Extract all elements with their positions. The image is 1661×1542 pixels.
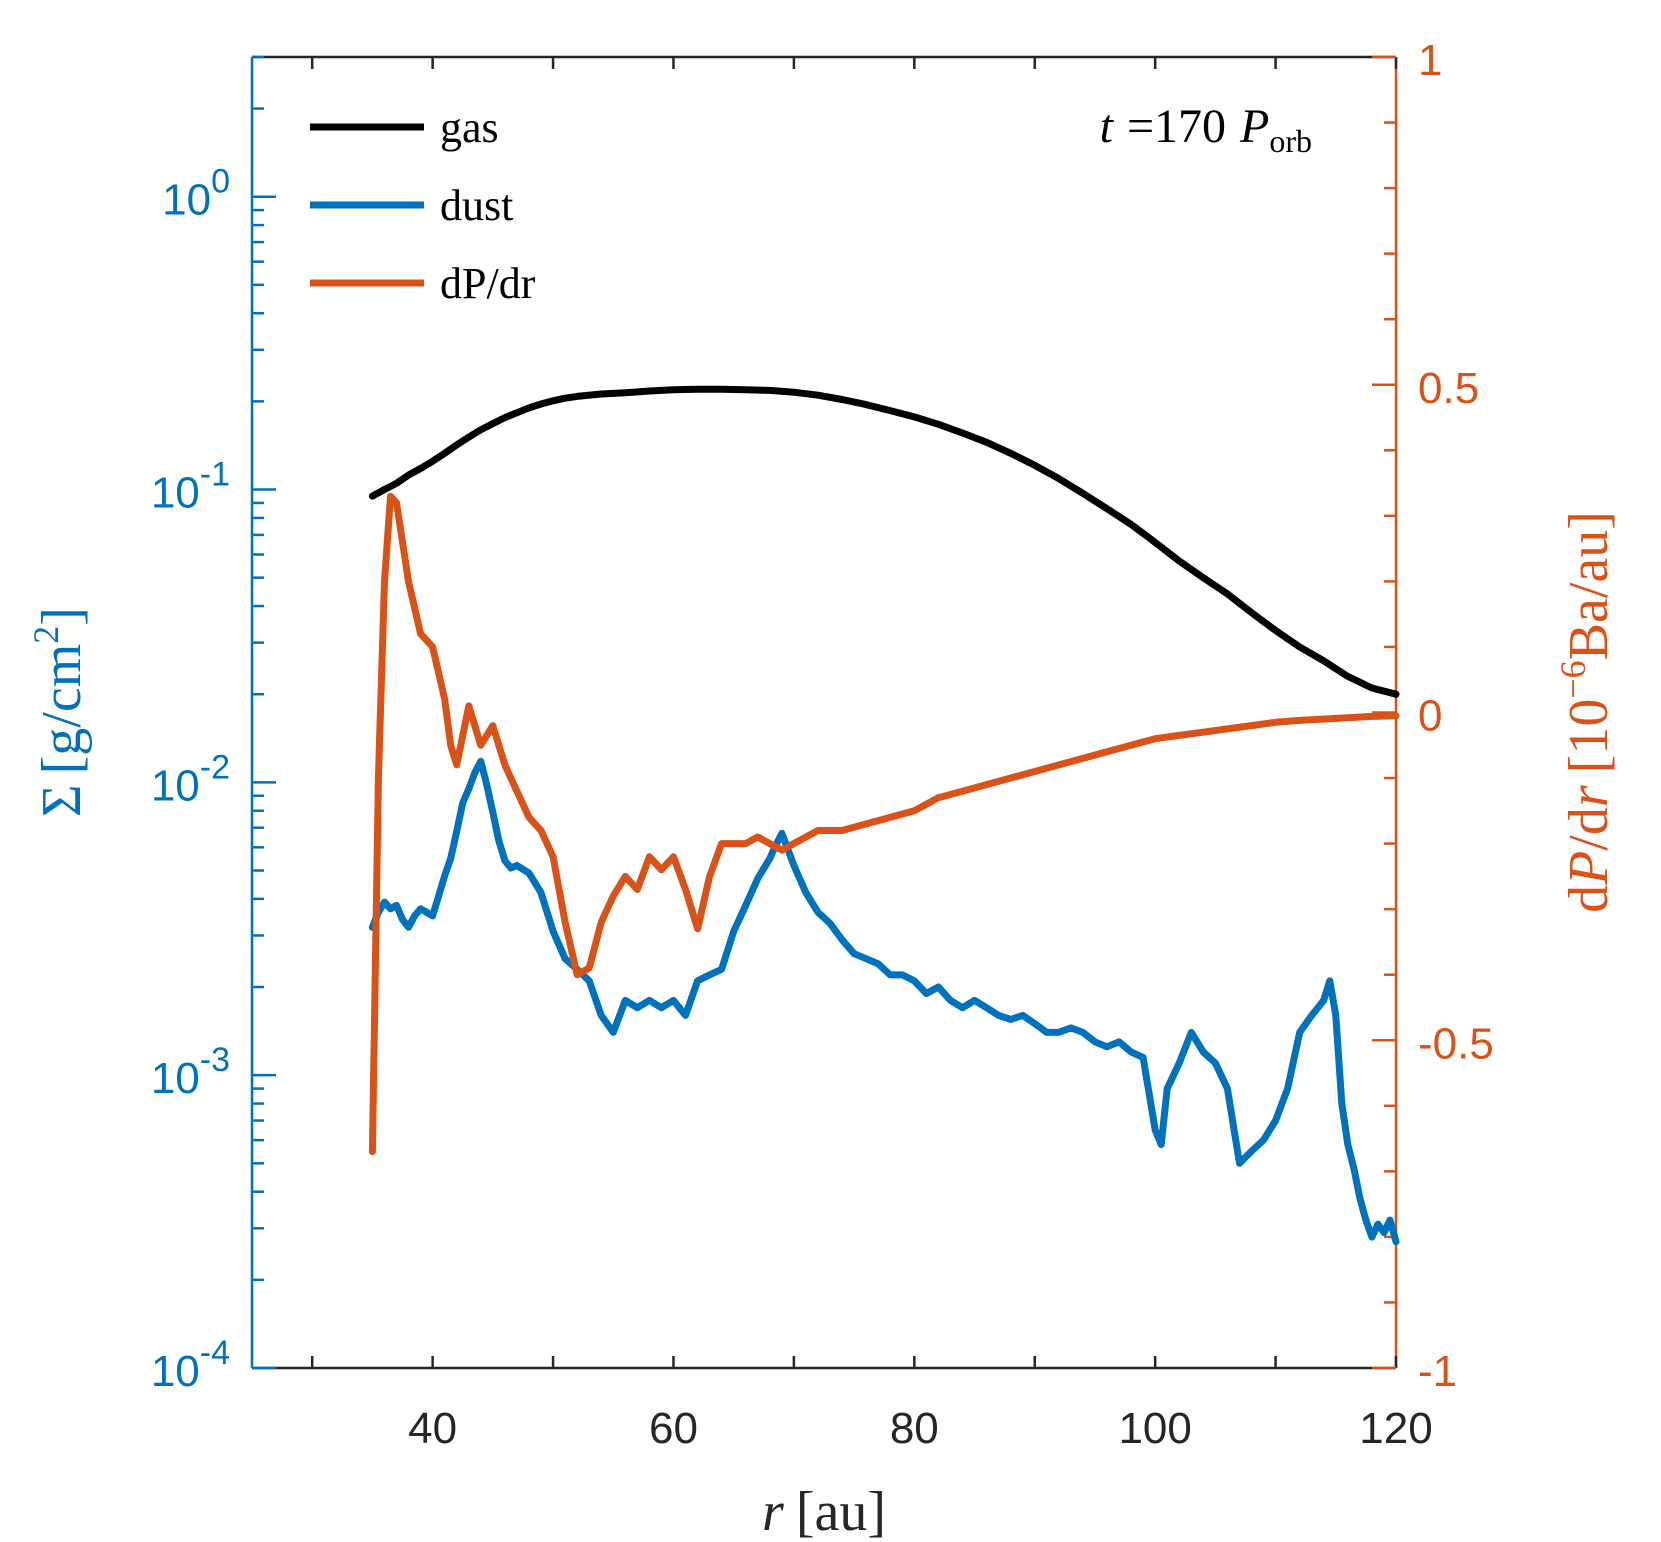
y-left-tick-label: 10-1	[151, 456, 230, 518]
x-tick-label: 40	[408, 1404, 457, 1453]
y-right-axis-label: dP/dr[10−6Ba/au]	[1553, 511, 1620, 913]
y-right-tick-label: -0.5	[1418, 1019, 1494, 1068]
x-tick-label: 120	[1359, 1404, 1432, 1453]
series-dust-line	[368, 757, 1400, 1246]
x-axis-ticks: 40 60 80 100 120	[310, 57, 1433, 1453]
time-annotation: t =170 Porb	[1100, 100, 1312, 159]
x-tick-label: 100	[1118, 1404, 1191, 1453]
y-right-tick-label: 0	[1418, 692, 1442, 741]
y-left-ticks: 10-4 10-3 10-2 10-1 100	[151, 55, 276, 1396]
x-tick-label: 60	[649, 1404, 698, 1453]
y-right-tick-label: 1	[1418, 36, 1442, 85]
x-axis-label: r [au]	[762, 1481, 886, 1542]
legend-dpdr-label: dP/dr	[440, 259, 536, 308]
series-gas-line	[368, 385, 1400, 698]
legend: gas dust dP/dr	[310, 103, 536, 308]
series-dpdr-line	[368, 492, 1400, 1156]
legend-gas-label: gas	[440, 103, 499, 152]
plot-area	[368, 385, 1400, 1246]
y-right-tick-label: -1	[1418, 1347, 1457, 1396]
x-tick-label: 80	[890, 1404, 939, 1453]
y-left-tick-label: 100	[162, 163, 230, 225]
y-right-tick-label: 0.5	[1418, 364, 1479, 413]
y-left-tick-label: 10-2	[151, 748, 230, 810]
y-left-axis-label: Σ[g/cm2]	[26, 607, 93, 817]
legend-dust-label: dust	[440, 181, 513, 230]
y-right-ticks: -1 -0.5 0 0.5 1	[1372, 36, 1494, 1396]
y-left-tick-label: 10-4	[151, 1334, 230, 1396]
y-left-tick-label: 10-3	[151, 1041, 230, 1103]
